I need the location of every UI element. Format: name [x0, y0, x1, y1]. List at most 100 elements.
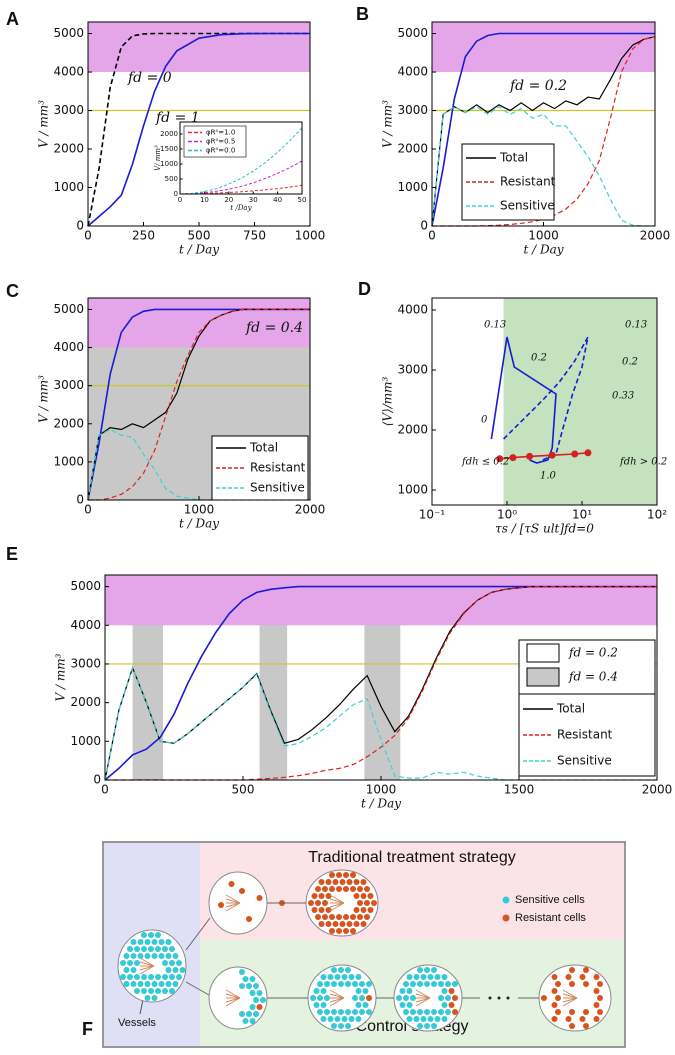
- cell: [445, 1009, 451, 1015]
- cell: [357, 914, 363, 920]
- cell: [413, 1016, 420, 1022]
- cell: [246, 983, 252, 989]
- panel-letter: D: [358, 279, 371, 299]
- cell: [130, 953, 137, 959]
- x-axis-label: t / Day: [361, 797, 401, 811]
- cell: [249, 1018, 256, 1024]
- x-tick-label: 1500: [504, 783, 535, 797]
- vessel: [562, 997, 578, 1007]
- x-tick-label: 1000: [366, 783, 397, 797]
- vessel: [225, 997, 241, 1007]
- cell: [434, 1016, 441, 1022]
- cell: [325, 921, 332, 927]
- cell: [343, 928, 349, 934]
- cell: [322, 914, 328, 920]
- legend-label: Sensitive: [500, 199, 555, 213]
- cell: [165, 953, 172, 959]
- cell: [350, 886, 356, 892]
- cell: [315, 914, 321, 920]
- y-tick-label: 3000: [70, 656, 101, 670]
- chart: 1000 2000 3000 4000 10⁻¹ 10⁰ 10¹ 10² τs / [τS ul…: [358, 279, 667, 536]
- cell: [144, 995, 151, 1001]
- point: [509, 454, 517, 462]
- cell: [371, 900, 377, 906]
- panel-letter: B: [356, 4, 369, 24]
- x-tick-label: 1000: [528, 229, 559, 243]
- cell: [148, 988, 154, 994]
- cell: [441, 974, 448, 980]
- vessel: [415, 989, 431, 999]
- cell: [343, 886, 349, 892]
- vessel: [225, 989, 241, 999]
- cell: [329, 872, 335, 878]
- cell: [322, 900, 328, 906]
- vessel: [415, 997, 431, 1007]
- ellipsis-dot: [497, 996, 501, 1000]
- cell: [438, 1009, 444, 1015]
- x-tick-label: 0: [428, 229, 436, 243]
- cell: [324, 1009, 330, 1015]
- y-tick-label: 1000: [160, 160, 178, 168]
- y-tick-label: 0: [420, 219, 428, 233]
- y-tick-label: 500: [165, 175, 178, 183]
- x-axis-label: t / Day: [523, 243, 563, 257]
- cell: [155, 946, 161, 952]
- vessel: [415, 997, 431, 1003]
- cell: [332, 921, 339, 927]
- cell: [403, 981, 409, 987]
- cell: [253, 1011, 259, 1017]
- cell: [593, 1016, 600, 1022]
- series-line: [431, 36, 656, 227]
- x-axis-label: t / Day: [179, 517, 219, 531]
- cell: [329, 886, 335, 892]
- vessel: [562, 997, 578, 1003]
- chart: 0 1000 2000 3000 4000 5000 0 1000 2000 Total Resis…: [356, 4, 670, 257]
- vessel: [329, 898, 345, 904]
- cell: [348, 1016, 355, 1022]
- panel-letter: A: [6, 9, 19, 29]
- axes-frame: [87, 297, 311, 501]
- top-title: Traditional treatment strategy: [308, 849, 516, 866]
- cell: [127, 960, 133, 966]
- legend-label: Total: [556, 702, 585, 716]
- cell: [327, 974, 334, 980]
- cell: [360, 893, 367, 899]
- cell: [360, 907, 367, 913]
- cell: [362, 1002, 369, 1008]
- cell: [565, 974, 572, 980]
- cell: [172, 981, 179, 987]
- cell: [420, 1016, 427, 1022]
- cell: [345, 1023, 351, 1029]
- cell: [317, 981, 323, 987]
- cell: [345, 967, 351, 973]
- cell: [242, 1018, 249, 1024]
- cell: [359, 981, 365, 987]
- cell: [364, 900, 370, 906]
- x-tick-label: 500: [188, 229, 211, 243]
- cell: [364, 914, 370, 920]
- cell: [169, 946, 175, 952]
- cell: [366, 981, 372, 987]
- cell: [336, 886, 342, 892]
- upper-band: [105, 575, 657, 626]
- cell: [313, 988, 320, 994]
- cell: [172, 967, 179, 973]
- cell: [569, 1009, 575, 1015]
- annotation: 1.0: [540, 471, 557, 482]
- connector: [185, 917, 211, 951]
- cell: [169, 960, 175, 966]
- cell: [228, 881, 235, 887]
- y-tick-label: 2000: [53, 416, 84, 430]
- cell: [343, 872, 349, 878]
- cell: [339, 921, 346, 927]
- cell: [352, 981, 358, 987]
- cell: [360, 879, 367, 885]
- x-tick-label: 20: [224, 196, 233, 204]
- x-tick-label: 2000: [642, 783, 673, 797]
- vessel: [139, 957, 155, 967]
- cell: [134, 960, 140, 966]
- series-line: [490, 336, 557, 464]
- annotation: fdh ≤ 0.2: [461, 457, 509, 468]
- vessel: [329, 997, 345, 1007]
- y-tick-label: 1000: [53, 180, 84, 194]
